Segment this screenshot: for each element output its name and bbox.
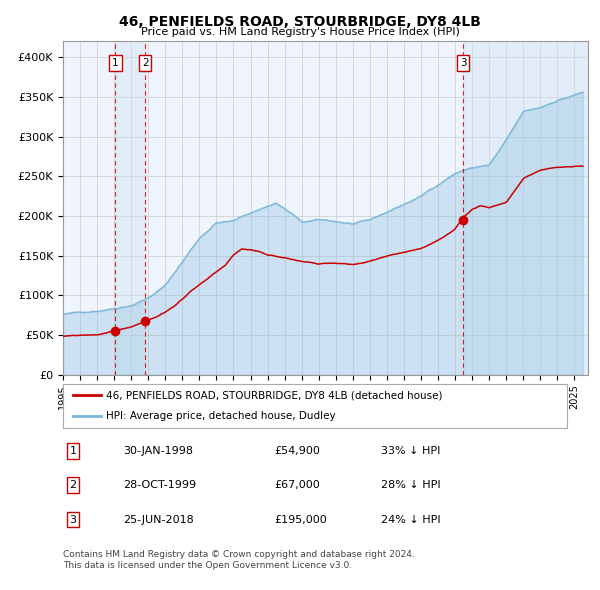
Text: 46, PENFIELDS ROAD, STOURBRIDGE, DY8 4LB (detached house): 46, PENFIELDS ROAD, STOURBRIDGE, DY8 4LB… [106,391,442,401]
Text: 46, PENFIELDS ROAD, STOURBRIDGE, DY8 4LB: 46, PENFIELDS ROAD, STOURBRIDGE, DY8 4LB [119,15,481,29]
Text: 2: 2 [142,58,148,68]
Text: HPI: Average price, detached house, Dudley: HPI: Average price, detached house, Dudl… [106,411,335,421]
Bar [463,41,588,375]
Text: £195,000: £195,000 [275,514,328,525]
Text: 3: 3 [460,58,467,68]
Text: 25-JUN-2018: 25-JUN-2018 [124,514,194,525]
Text: 1: 1 [112,58,119,68]
Text: £54,900: £54,900 [275,446,320,456]
Text: 28% ↓ HPI: 28% ↓ HPI [380,480,440,490]
Text: 30-JAN-1998: 30-JAN-1998 [124,446,193,456]
Bar [115,41,145,375]
Text: 33% ↓ HPI: 33% ↓ HPI [380,446,440,456]
Text: Contains HM Land Registry data © Crown copyright and database right 2024.: Contains HM Land Registry data © Crown c… [63,550,415,559]
Text: 1: 1 [70,446,77,456]
Text: Price paid vs. HM Land Registry's House Price Index (HPI): Price paid vs. HM Land Registry's House … [140,27,460,37]
Text: 24% ↓ HPI: 24% ↓ HPI [380,514,440,525]
Text: 2: 2 [70,480,77,490]
Text: 28-OCT-1999: 28-OCT-1999 [124,480,197,490]
FancyBboxPatch shape [63,384,567,428]
Text: This data is licensed under the Open Government Licence v3.0.: This data is licensed under the Open Gov… [63,560,352,569]
Text: 3: 3 [70,514,77,525]
Text: £67,000: £67,000 [275,480,320,490]
